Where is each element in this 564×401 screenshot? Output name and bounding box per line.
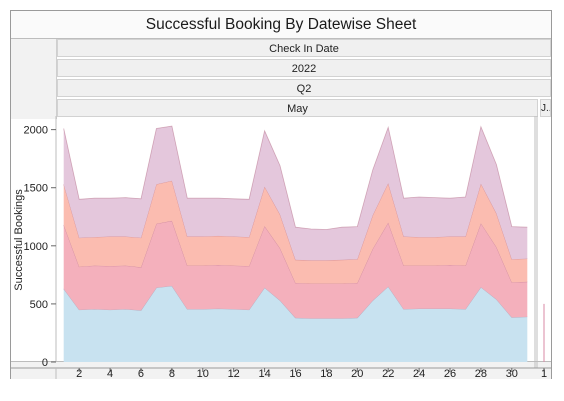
header-year: 2022 <box>57 59 551 77</box>
x-tick-label-june: 1 <box>541 368 547 380</box>
x-tick-label: 22 <box>382 368 394 380</box>
header-month-may: May <box>57 99 538 117</box>
x-tick-label: 26 <box>444 368 456 380</box>
x-tick-label: 24 <box>413 368 425 380</box>
y-axis-label: Successful Bookings <box>13 189 25 291</box>
header-month-june: J.. <box>540 99 551 117</box>
chart-title: Successful Booking By Datewise Sheet <box>11 11 551 39</box>
y-tick-label: 500 <box>30 299 48 311</box>
header-check-in-date: Check In Date <box>57 39 551 57</box>
grid-layer <box>10 116 552 379</box>
y-tick-label: 0 <box>42 357 48 369</box>
x-tick-label: 8 <box>169 368 175 380</box>
x-tick-label: 30 <box>506 368 518 380</box>
area-series-2 <box>63 220 528 319</box>
x-tick-label: 16 <box>289 368 301 380</box>
header-quarter: Q2 <box>57 79 551 97</box>
x-tick-label: 2 <box>76 368 82 380</box>
x-tick-label: 28 <box>475 368 487 380</box>
x-tick-label: 4 <box>107 368 113 380</box>
x-tick-label: 10 <box>197 368 209 380</box>
area-layer <box>63 125 545 362</box>
area-series-1 <box>63 285 528 362</box>
area-series-edge-4 <box>63 125 528 230</box>
x-tick-label: 14 <box>258 368 270 380</box>
area-series-4 <box>63 126 528 261</box>
x-tick-label: 6 <box>138 368 144 380</box>
x-tick-label: 20 <box>351 368 363 380</box>
y-tick-label: 2000 <box>24 125 48 137</box>
x-tick-label: 12 <box>228 368 240 380</box>
area-series-3 <box>63 180 528 284</box>
y-tick-label: 1500 <box>24 183 48 195</box>
y-tick-label: 1000 <box>24 241 48 253</box>
x-tick-label: 18 <box>320 368 332 380</box>
header-corner <box>11 39 57 119</box>
